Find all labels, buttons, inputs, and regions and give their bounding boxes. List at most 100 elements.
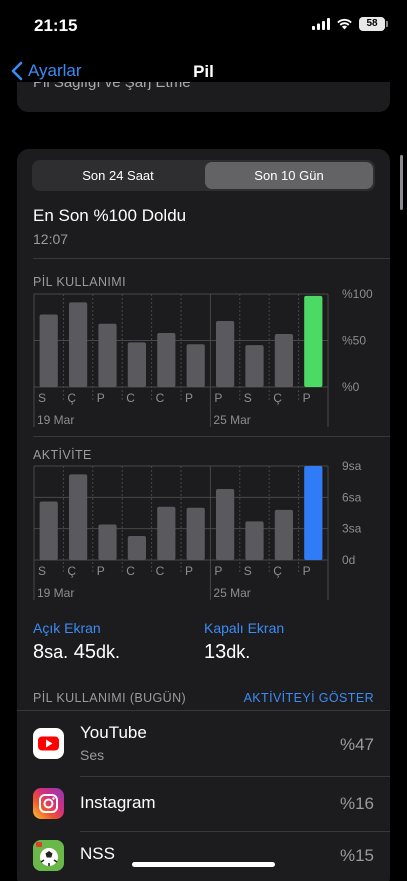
divider	[80, 831, 390, 832]
chart-bar	[215, 320, 235, 387]
x-tick-label: S	[244, 564, 252, 578]
divider	[17, 710, 390, 711]
usage-today-header: PİL KULLANIMI (BUGÜN)	[33, 691, 187, 705]
page-title: Pil	[193, 62, 214, 81]
last-charge-time: 12:07	[33, 231, 69, 247]
chart-bar	[98, 323, 117, 387]
x-tick-label: S	[38, 391, 46, 405]
battery-health-label: Pil Sağlığı ve Şarj Etme	[33, 82, 191, 91]
chart-bar	[304, 466, 323, 560]
back-label: Ayarlar	[28, 61, 82, 80]
status-icons: 58	[312, 17, 388, 31]
chart-bar	[274, 333, 294, 387]
navigation-bar: Ayarlar Pil	[0, 55, 407, 91]
instagram-icon	[33, 788, 64, 819]
activity-chart-label: AKTİVİTE	[33, 448, 92, 462]
x-tick-label: P	[214, 391, 222, 405]
x-tick-label: Ç	[273, 564, 282, 578]
app-percentage: %15	[339, 846, 374, 865]
divider	[80, 776, 390, 777]
x-tick-label: Ç	[67, 564, 76, 578]
x-tick-label: S	[244, 391, 252, 405]
x-tick-label: P	[214, 564, 222, 578]
chart-bar	[39, 314, 58, 387]
nss-icon	[33, 840, 64, 871]
date-label: 19 Mar	[37, 586, 74, 600]
x-tick-label: P	[97, 564, 105, 578]
segment-last-10-days[interactable]: Son 10 Gün	[205, 162, 373, 189]
app-name: NSS	[80, 844, 115, 863]
chart-bar	[245, 345, 264, 387]
date-label: 19 Mar	[37, 413, 74, 427]
youtube-icon	[33, 728, 64, 759]
chevron-left-icon	[11, 61, 23, 81]
chart-bar	[186, 344, 205, 387]
chart-bar	[245, 521, 264, 560]
back-button[interactable]: Ayarlar	[8, 60, 82, 82]
time-range-segmented-control: Son 24 Saat Son 10 Gün	[32, 160, 375, 191]
status-time: 21:15	[34, 16, 78, 35]
x-tick-label: Ç	[273, 391, 282, 405]
x-tick-label: Ç	[67, 391, 76, 405]
chart-bar	[127, 342, 147, 387]
battery-health-row[interactable]: Pil Sağlığı ve Şarj Etme	[17, 82, 390, 112]
date-label: 25 Mar	[213, 413, 250, 427]
y-tick-label: %100	[342, 289, 373, 301]
app-subtitle: Ses	[80, 747, 105, 763]
x-tick-label: P	[185, 564, 193, 578]
chart-bar	[215, 488, 235, 560]
divider	[33, 258, 390, 259]
x-tick-label: S	[38, 564, 46, 578]
date-label: 25 Mar	[213, 586, 250, 600]
battery-usage-card: Son 24 Saat Son 10 Gün En Son %100 Doldu…	[17, 149, 390, 881]
chart-bar	[39, 501, 58, 560]
x-tick-label: C	[156, 564, 165, 578]
cellular-signal-icon	[312, 18, 330, 30]
show-activity-button[interactable]: AKTİVİTEYİ GÖSTER	[243, 691, 374, 705]
y-tick-label: 9sa	[342, 459, 362, 473]
battery-usage-chart[interactable]: %100 %50 %0 S Ç P C C P P S Ç P 19 Mar 25 Mar	[17, 289, 390, 434]
activity-chart[interactable]: 9sa 6sa 3sa 0d S Ç P C C P P S Ç P 19 Mar 25 Mar	[17, 459, 390, 607]
segment-last-24-hours[interactable]: Son 24 Saat	[82, 168, 154, 183]
chart-bar	[304, 295, 323, 387]
x-tick-label: C	[126, 391, 135, 405]
x-tick-label: C	[156, 391, 165, 405]
wifi-icon	[337, 18, 352, 30]
chart-bar	[68, 302, 88, 387]
chart-bar	[157, 506, 176, 560]
battery-icon: 58	[359, 17, 388, 31]
screen-off-label: Kapalı Ekran	[204, 620, 285, 636]
app-row-youtube[interactable]: YouTube Ses %47	[17, 715, 390, 771]
x-tick-label: P	[303, 564, 311, 578]
chart-bar	[68, 474, 88, 560]
y-tick-label: %0	[342, 380, 360, 394]
app-name: Instagram	[80, 793, 156, 812]
x-tick-label: C	[126, 564, 135, 578]
app-row-nss[interactable]: NSS %15	[17, 832, 390, 881]
last-charge-title: En Son %100 Doldu	[33, 206, 187, 225]
app-name: YouTube	[80, 723, 147, 742]
divider	[33, 436, 390, 437]
chart-bar	[98, 524, 117, 560]
app-percentage: %47	[339, 735, 374, 754]
scrollbar[interactable]	[400, 155, 403, 210]
screen-off-value: 13dk.	[204, 641, 251, 663]
chart-bar	[157, 333, 176, 387]
app-row-instagram[interactable]: Instagram %16	[17, 777, 390, 833]
screen-on-value: 8sa. 45dk.	[33, 641, 120, 663]
chart-bar	[127, 535, 147, 560]
x-tick-label: P	[303, 391, 311, 405]
y-tick-label: 3sa	[342, 522, 362, 536]
battery-chart-label: PİL KULLANIMI	[33, 275, 126, 289]
y-tick-label: 0d	[342, 553, 355, 567]
status-bar: 21:15 58	[0, 0, 407, 50]
home-indicator[interactable]	[132, 862, 275, 867]
y-tick-label: 6sa	[342, 490, 362, 504]
app-percentage: %16	[339, 794, 374, 813]
chart-bar	[274, 509, 294, 560]
screen-on-label: Açık Ekran	[33, 620, 101, 636]
x-tick-label: P	[185, 391, 193, 405]
y-tick-label: %50	[342, 334, 366, 348]
x-tick-label: P	[97, 391, 105, 405]
chart-bar	[186, 507, 205, 560]
